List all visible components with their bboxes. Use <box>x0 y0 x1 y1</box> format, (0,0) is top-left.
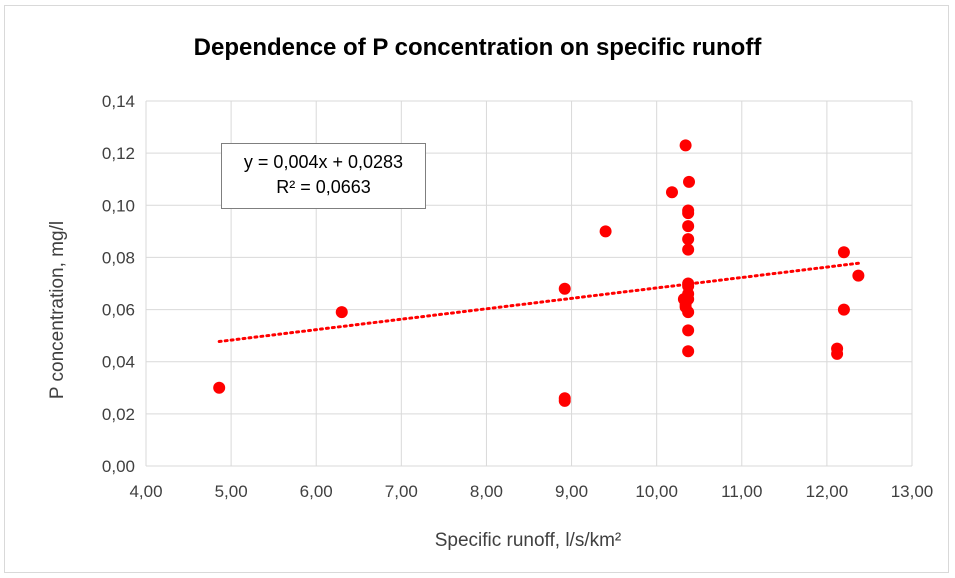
data-point <box>683 175 696 188</box>
x-tick-label: 13,00 <box>891 482 934 501</box>
trendline-equation-box: y = 0,004x + 0,0283 R² = 0,0663 <box>221 143 426 209</box>
trendline-equation: y = 0,004x + 0,0283 <box>243 152 404 172</box>
data-point <box>335 306 348 319</box>
data-point <box>679 139 692 152</box>
data-point <box>682 345 695 358</box>
grid <box>145 100 913 467</box>
y-tick-label: 0,00 <box>102 457 135 476</box>
r-squared: R² = 0,0663 <box>276 177 371 197</box>
x-axis-ticks: 4,00 5,00 6,00 7,00 8,00 9,00 10,00 11,00 12,00 1… <box>129 482 933 501</box>
x-tick-label: 7,00 <box>385 482 418 501</box>
y-axis-title: P concentration, mg/l <box>47 221 68 399</box>
data-point <box>682 207 695 220</box>
y-tick-label: 0,08 <box>102 248 135 267</box>
data-point <box>682 233 695 246</box>
data-point <box>665 186 678 199</box>
y-axis-ticks: 0,00 0,02 0,04 0,06 0,08 0,10 0,12 0,14 <box>102 92 135 476</box>
trendline-layer <box>217 261 860 344</box>
data-point <box>558 394 571 407</box>
x-tick-label: 12,00 <box>806 482 849 501</box>
data-point <box>682 220 695 233</box>
chart-frame <box>4 5 949 573</box>
data-point <box>558 282 571 295</box>
y-tick-label: 0,10 <box>102 196 135 215</box>
y-tick-label: 0,04 <box>102 353 135 372</box>
data-point <box>682 306 695 319</box>
data-point <box>213 381 226 394</box>
data-points <box>213 139 865 407</box>
data-point <box>599 225 612 238</box>
data-point <box>837 303 850 316</box>
data-point <box>682 324 695 337</box>
chart-title: Dependence of P concentration on specifi… <box>193 34 762 61</box>
data-point <box>852 269 865 282</box>
y-tick-label: 0,14 <box>102 92 135 111</box>
x-tick-label: 8,00 <box>470 482 503 501</box>
y-tick-label: 0,12 <box>102 144 135 163</box>
trendline <box>217 261 860 344</box>
y-tick-label: 0,06 <box>102 301 135 320</box>
x-tick-label: 11,00 <box>721 482 762 501</box>
data-point <box>831 347 844 360</box>
x-tick-label: 4,00 <box>129 482 162 501</box>
x-tick-label: 10,00 <box>635 482 678 501</box>
x-tick-label: 6,00 <box>300 482 333 501</box>
x-axis-title: Specific runoff, l/s/km² <box>435 530 622 551</box>
y-tick-label: 0,02 <box>102 405 135 424</box>
x-tick-label: 5,00 <box>215 482 248 501</box>
x-tick-label: 9,00 <box>555 482 588 501</box>
data-point <box>682 243 695 256</box>
data-point <box>837 246 850 259</box>
